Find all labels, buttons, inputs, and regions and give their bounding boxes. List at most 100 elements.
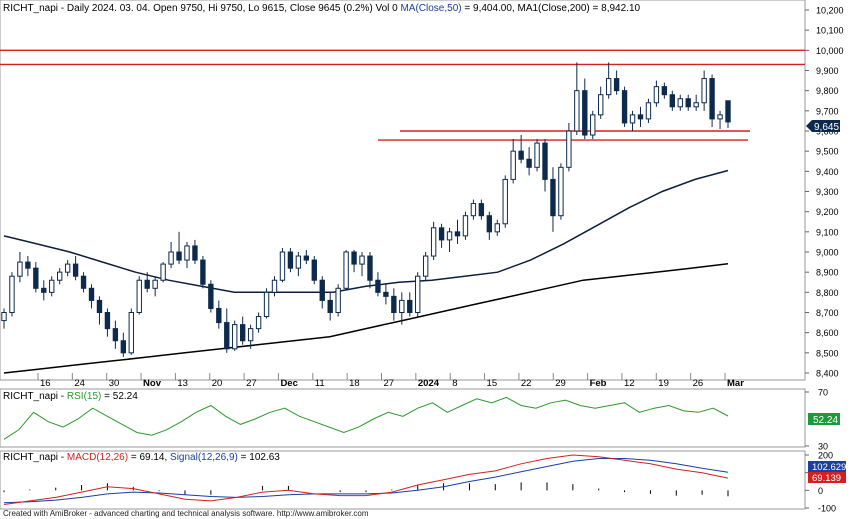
candle bbox=[613, 70, 620, 95]
candle bbox=[430, 221, 437, 261]
macd-value: = 69.14, bbox=[128, 452, 170, 463]
candle bbox=[510, 139, 516, 184]
candle bbox=[216, 300, 222, 329]
candle bbox=[152, 276, 158, 297]
candle bbox=[470, 199, 477, 220]
macd-line bbox=[3, 454, 729, 505]
candle bbox=[605, 62, 612, 99]
candle bbox=[112, 320, 119, 349]
last-price-label: 9,645 bbox=[806, 120, 840, 133]
candle bbox=[287, 247, 294, 273]
candle bbox=[41, 280, 47, 301]
candle bbox=[168, 241, 174, 269]
candle bbox=[25, 256, 31, 277]
header-part-ma50: MA(Close,50) bbox=[400, 3, 461, 14]
candle bbox=[701, 70, 707, 111]
candle bbox=[239, 316, 246, 345]
date-tick-label: 30 bbox=[109, 378, 120, 389]
signal-last-text: 102.629 bbox=[812, 462, 846, 473]
candle bbox=[57, 268, 63, 285]
candle bbox=[263, 288, 270, 319]
candle bbox=[415, 272, 421, 317]
candle bbox=[104, 308, 111, 337]
candle bbox=[1, 308, 7, 329]
macd-tick-label: -100 bbox=[818, 504, 836, 514]
price-tick-label: 10,100 bbox=[816, 26, 844, 36]
price-tick-label: 8,400 bbox=[816, 369, 839, 379]
date-axis: 16 24 30 Nov 13 20 27 Dec 11 18 27 2024 8 15 22 29 Feb 12… bbox=[37, 373, 744, 389]
candle bbox=[534, 139, 540, 172]
date-tick-label: 8 bbox=[452, 378, 457, 389]
candle bbox=[303, 249, 310, 265]
macd-name: MACD(12,26) bbox=[67, 452, 128, 463]
candle bbox=[725, 100, 731, 128]
candle bbox=[64, 260, 71, 277]
price-tick-label: 8,700 bbox=[816, 308, 839, 318]
price-tick-label: 9,700 bbox=[816, 106, 839, 116]
candle bbox=[637, 106, 644, 127]
rsi-header-name: RICHT_napi - bbox=[3, 391, 67, 402]
candle bbox=[200, 256, 206, 289]
candle bbox=[319, 276, 325, 309]
candle bbox=[526, 147, 532, 176]
date-tick-label: Feb bbox=[590, 378, 607, 389]
macd-header: RICHT_napi - MACD(12,26) = 69.14, Signal… bbox=[3, 452, 280, 463]
rsi-header: RICHT_napi - RSI(15) = 52.24 bbox=[3, 391, 138, 402]
candle bbox=[383, 284, 389, 305]
rsi-value: = 52.24 bbox=[101, 391, 138, 402]
price-tick-label: 9,400 bbox=[816, 167, 839, 177]
candle bbox=[208, 280, 214, 313]
date-tick-label: 12 bbox=[624, 378, 635, 389]
price-tick-label: 9,100 bbox=[816, 227, 839, 237]
date-tick-label: Nov bbox=[143, 378, 162, 389]
candle bbox=[661, 82, 668, 99]
candle bbox=[685, 94, 691, 111]
candle bbox=[72, 256, 79, 281]
rsi-axis: 70 30 bbox=[805, 388, 828, 452]
candle bbox=[590, 110, 596, 140]
candle bbox=[598, 86, 604, 119]
candle bbox=[359, 252, 365, 277]
date-tick-label: 15 bbox=[487, 378, 498, 389]
candle bbox=[669, 90, 675, 111]
moving-average-lines bbox=[3, 169, 729, 374]
candle bbox=[709, 74, 715, 127]
date-tick-label: 19 bbox=[658, 378, 669, 389]
date-tick-label: 20 bbox=[212, 378, 223, 389]
candle bbox=[351, 249, 357, 273]
price-tick-label: 8,800 bbox=[816, 288, 839, 298]
date-tick-label: 22 bbox=[521, 378, 532, 389]
candle bbox=[486, 211, 493, 240]
ma200-line bbox=[3, 262, 729, 374]
price-tick-label: 9,200 bbox=[816, 207, 839, 217]
candle bbox=[311, 256, 317, 285]
candle bbox=[574, 62, 580, 136]
price-pane-frame bbox=[0, 0, 806, 381]
candle bbox=[566, 122, 572, 172]
ma50-line bbox=[3, 169, 729, 294]
candle bbox=[80, 272, 87, 293]
date-tick-label: 26 bbox=[693, 378, 704, 389]
candle bbox=[295, 252, 302, 277]
candle bbox=[160, 262, 166, 283]
date-tick-label: 18 bbox=[349, 378, 360, 389]
candle bbox=[255, 312, 262, 333]
candlesticks bbox=[1, 62, 731, 357]
price-tick-label: 8,500 bbox=[816, 348, 839, 358]
price-tick-label: 9,300 bbox=[816, 187, 839, 197]
candle bbox=[645, 98, 652, 123]
candle bbox=[550, 167, 556, 232]
candle bbox=[502, 175, 508, 228]
candle bbox=[367, 252, 373, 289]
price-tick-label: 8,600 bbox=[816, 328, 839, 338]
rsi-tick-label: 30 bbox=[818, 442, 828, 452]
candle bbox=[375, 272, 381, 297]
candle bbox=[184, 241, 190, 269]
resistance-lines bbox=[0, 49, 805, 141]
candle bbox=[327, 292, 333, 321]
candle bbox=[343, 249, 349, 291]
date-tick-label: 13 bbox=[177, 378, 188, 389]
candle bbox=[144, 272, 150, 293]
rsi-pane-frame bbox=[0, 388, 806, 448]
